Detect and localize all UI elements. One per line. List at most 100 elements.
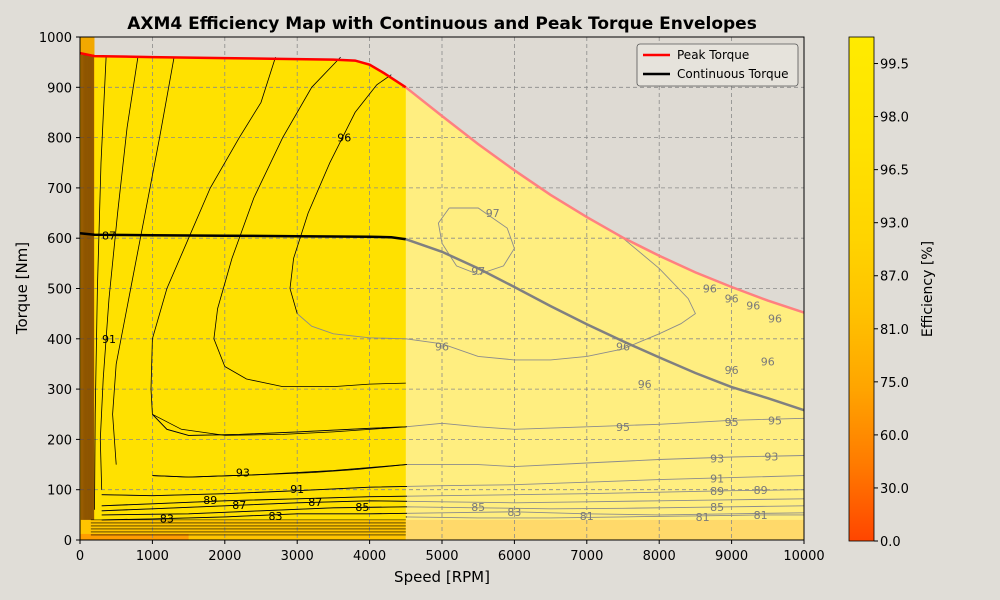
- contour-label: 91: [290, 483, 304, 496]
- contour-label: 96: [435, 340, 449, 353]
- contour-label: 81: [696, 511, 710, 524]
- peak-torque-line: [80, 51, 407, 89]
- contour-label: 89: [203, 494, 217, 507]
- chart-title: AXM4 Efficiency Map with Continuous and …: [127, 14, 757, 34]
- contour-label: 93: [764, 451, 778, 464]
- x-tick-label: 0: [76, 549, 84, 564]
- contour-label: 95: [768, 414, 782, 427]
- continuous-torque-line-ext: [405, 238, 804, 412]
- x-tick-label: 5000: [425, 549, 458, 564]
- legend-continuous-label: Continuous Torque: [677, 67, 789, 81]
- colorbar-tick-label: 87.0: [880, 270, 909, 285]
- peak-torque-line-ext: [405, 86, 804, 314]
- x-tick-label: 2000: [208, 549, 241, 564]
- contour-96-loop: [296, 237, 696, 361]
- y-axis-label: Torque [Nm]: [13, 242, 31, 335]
- y-tick-label: 900: [47, 81, 72, 96]
- contour-line-dark-inner: [152, 413, 406, 436]
- contour-label: 97: [471, 265, 485, 278]
- x-axis-label: Speed [RPM]: [394, 568, 490, 586]
- contour-label: 95: [616, 421, 630, 434]
- contour-label: 85: [710, 501, 724, 514]
- y-tick-label: 1000: [39, 31, 72, 46]
- x-tick-label: 4000: [353, 549, 386, 564]
- contour-label: 96: [725, 293, 739, 306]
- x-tick-label: 1000: [136, 549, 169, 564]
- contour-label: 96: [337, 132, 351, 145]
- contour-line-dark-inner: [94, 57, 107, 510]
- contour-97-loop: [437, 207, 515, 275]
- contour-label: 89: [710, 485, 724, 498]
- colorbar-tick-label: 30.0: [880, 482, 909, 497]
- contour-label: 85: [355, 501, 369, 514]
- y-tick-label: 400: [47, 333, 72, 348]
- contour-label: 93: [236, 467, 250, 480]
- colorbar-tick-label: 60.0: [880, 429, 909, 444]
- contour-line-dark-inner: [213, 56, 341, 367]
- contour-label: 95: [725, 416, 739, 429]
- x-tick-label: 6000: [498, 549, 531, 564]
- x-tick-label: 7000: [570, 549, 603, 564]
- x-tick-label: 8000: [643, 549, 676, 564]
- y-tick-label: 100: [47, 484, 72, 499]
- colorbar: [848, 36, 875, 542]
- contour-line-dark-85: [101, 506, 407, 516]
- contour-label: 96: [638, 378, 652, 391]
- legend-box: [636, 43, 799, 87]
- low-torque-band-2: [80, 533, 189, 540]
- contour-line-dark-inner: [152, 464, 406, 478]
- y-tick-label: 800: [47, 132, 72, 147]
- contour-line-dark-89: [101, 495, 407, 507]
- y-tick-label: 200: [47, 433, 72, 448]
- contour-label: 93: [710, 453, 724, 466]
- contour-line-dark-inner: [112, 57, 175, 465]
- contour-label: 81: [580, 510, 594, 523]
- colorbar-tick-label: 81.0: [880, 323, 909, 338]
- contour-line-dark-inner: [224, 366, 406, 387]
- contour-label: 96: [768, 313, 782, 326]
- x-tick-label: 9000: [715, 549, 748, 564]
- contour-label: 87: [232, 499, 246, 512]
- contour-label: 91: [102, 333, 116, 346]
- legend-peak-label: Peak Torque: [677, 48, 749, 62]
- contour-label: 85: [471, 501, 485, 514]
- y-tick-label: 700: [47, 182, 72, 197]
- colorbar-label: Efficiency [%]: [920, 241, 936, 337]
- contour-line-dark-83: [101, 512, 407, 521]
- contour-line-dark-inner: [150, 56, 276, 415]
- y-tick-label: 500: [47, 283, 72, 298]
- contour-label: 87: [102, 230, 116, 243]
- contour-label: 91: [710, 473, 724, 486]
- continuous-torque-line: [80, 231, 406, 241]
- y-tick-label: 600: [47, 232, 72, 247]
- contour-line-dark-96: [152, 413, 407, 436]
- contour-label: 96: [746, 300, 760, 313]
- y-tick-label: 300: [47, 383, 72, 398]
- contour-line-dark-inner: [99, 57, 139, 490]
- low-torque-band-outer: [405, 519, 804, 540]
- contour-label: 87: [308, 496, 322, 509]
- contour-label: 89: [754, 484, 768, 497]
- contour-label: 96: [616, 340, 630, 353]
- x-tick-label: 3000: [281, 549, 314, 564]
- contour-label: 96: [703, 283, 717, 296]
- contour-line-81: [405, 514, 804, 519]
- contour-line-dark-91: [101, 485, 407, 497]
- colorbar-tick-label: 0.0: [880, 535, 901, 550]
- colorbar-tick-label: 93.0: [880, 217, 909, 232]
- colorbar-tick-label: 98.0: [880, 111, 909, 126]
- legend: Peak Torque Continuous Torque: [636, 43, 799, 87]
- contour-line-dark-87: [101, 500, 407, 512]
- x-tick-label: 10000: [783, 549, 824, 564]
- contour-label: 97: [486, 207, 500, 220]
- contour-label: 83: [507, 506, 521, 519]
- y-tick-label: 0: [64, 534, 72, 549]
- contour-label: 81: [754, 509, 768, 522]
- colorbar-tick-label: 96.5: [880, 164, 909, 179]
- contour-line-dark-inner: [289, 74, 392, 314]
- colorbar-tick-label: 99.5: [880, 58, 909, 73]
- colorbar-tick-label: 75.0: [880, 376, 909, 391]
- contour-label: 96: [725, 364, 739, 377]
- contour-label: 83: [160, 512, 174, 525]
